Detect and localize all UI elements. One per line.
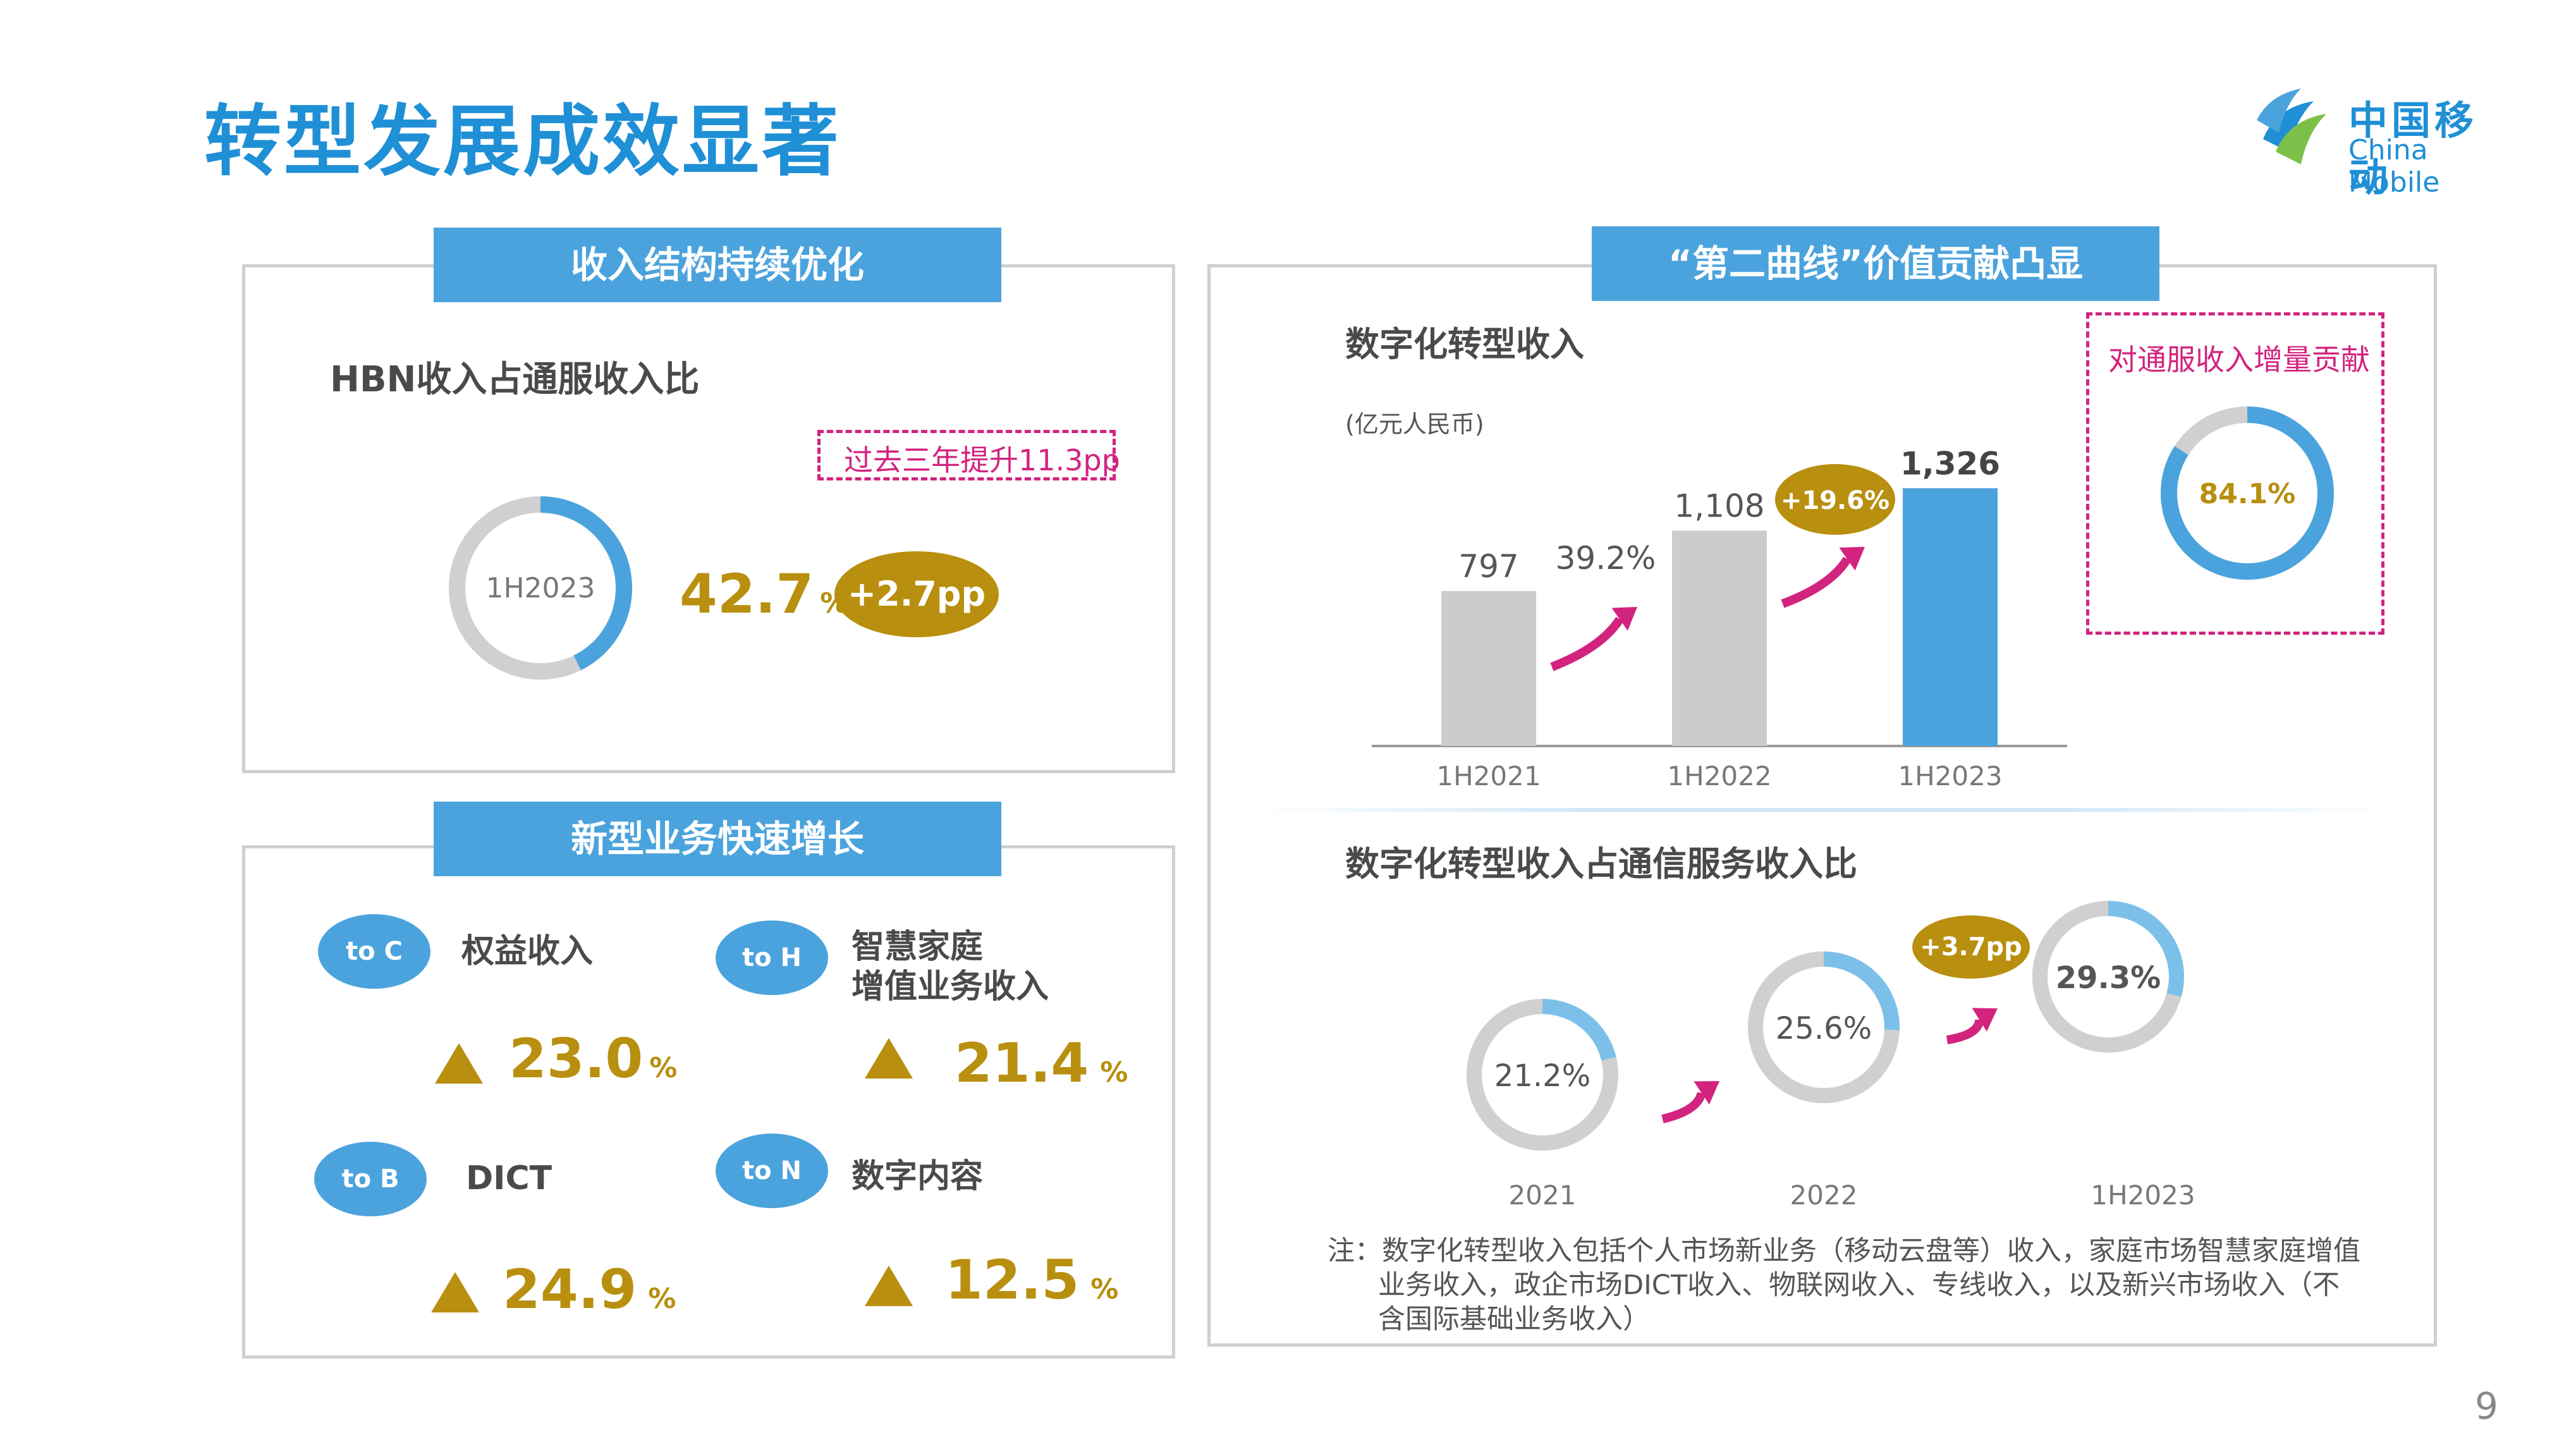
bar-1H2023 [1903, 488, 1998, 746]
structure-panel [242, 264, 1175, 773]
ratio-change-pill: +3.7pp [1912, 915, 2030, 979]
hbn-subtitle: HBN收入占通服收入比 [330, 359, 700, 400]
bar-value-label: 797 [1458, 548, 1518, 585]
section-divider [1255, 808, 2393, 812]
ratio-arrow-2 [1946, 1008, 1998, 1044]
item-to-b-number: 24.9 [503, 1258, 637, 1321]
ratio-category-label: 2021 [1509, 1180, 1577, 1211]
up-triangle-icon [865, 1038, 913, 1079]
page-title: 转型发展成效显著 [204, 97, 841, 186]
hbn-value: 42.7% [680, 563, 848, 626]
ratio-value-label: 21.2% [1494, 1058, 1590, 1094]
contribution-donut: 84.1% [2161, 407, 2334, 580]
up-triangle-icon [865, 1266, 913, 1306]
growth-label-1: 39.2% [1556, 540, 1656, 577]
contribution-box [2086, 312, 2384, 635]
contribution-donut-arc [2161, 407, 2334, 580]
hbn-note-box [817, 430, 1116, 480]
contribution-title: 对通服收入增量贡献 [2108, 343, 2370, 377]
item-to-c-label: 权益收入 [461, 932, 594, 970]
ratio-category-label: 1H2023 [2091, 1180, 2195, 1211]
item-to-n-number: 12.5 [945, 1249, 1080, 1312]
item-to-h-value: 21.4% [955, 1032, 1128, 1095]
bar-chart: 797 1H2021 1,108 1H2022 1,326 1H2023 39.2% +19.… [1372, 445, 2067, 792]
hbn-value-number: 42.7 [680, 563, 814, 626]
ratio-value-label: 29.3% [2056, 960, 2161, 996]
contribution-donut-label: 84.1% [2199, 478, 2296, 510]
item-to-h-label-line1: 智慧家庭 [852, 928, 984, 966]
page-number: 9 [2475, 1385, 2498, 1428]
ratio-value-label: 25.6% [1776, 1011, 1872, 1046]
ratio-arrow-1 [1661, 1081, 1719, 1123]
tag-to-b: to B [314, 1142, 427, 1216]
bar-value-label: 1,326 [1900, 445, 2000, 482]
hbn-change-pill: +2.7pp [834, 551, 999, 637]
item-to-b-unit: % [648, 1283, 676, 1315]
bar-chart-unit: (亿元人民币) [1345, 410, 1484, 438]
item-to-b-value: 24.9% [503, 1258, 676, 1321]
item-to-b-label: DICT [466, 1159, 552, 1197]
bar-category-label: 1H2023 [1898, 761, 2002, 792]
logo-icon [2257, 89, 2326, 164]
item-to-n-value: 12.5% [945, 1249, 1118, 1312]
growth-arrow-2 [1781, 547, 1865, 608]
tag-to-c: to C [318, 914, 430, 989]
bar-category-label: 1H2021 [1436, 761, 1541, 792]
ratio-chart-title: 数字化转型收入占通信服务收入比 [1345, 844, 1857, 884]
hbn-note: 过去三年提升11.3pp [844, 443, 1120, 477]
item-to-c-number: 23.0 [509, 1027, 644, 1091]
hbn-donut-arc [449, 496, 632, 680]
growth-arrow-1 [1550, 607, 1637, 671]
ratio-category-label: 2022 [1790, 1180, 1858, 1211]
hbn-donut: 1H2023 [449, 496, 632, 680]
up-triangle-icon [431, 1272, 479, 1312]
second-curve-tab: “第二曲线”价值贡献凸显 [1592, 226, 2159, 301]
structure-tab: 收入结构持续优化 [434, 228, 1001, 302]
bar-1H2021 [1441, 590, 1536, 746]
tag-to-h: to H [716, 920, 828, 995]
bar-category-label: 1H2022 [1667, 761, 1771, 792]
footnote: 注：数字化转型收入包括个人市场新业务（移动云盘等）收入，家庭市场智慧家庭增值业务… [1328, 1235, 2360, 1335]
logo-text-cn: 中国移动 [2348, 97, 2478, 200]
growth-label-2: +19.6% [1781, 486, 1889, 515]
growth-pill-2: +19.6% [1775, 464, 1895, 535]
up-triangle-icon [435, 1043, 483, 1084]
bar-1H2022 [1672, 530, 1767, 746]
ratio-donut-arc-1H2023 [2032, 901, 2184, 1053]
new-business-tab: 新型业务快速增长 [434, 802, 1001, 876]
item-to-h-unit: % [1100, 1056, 1128, 1089]
item-to-h-label-line2: 增值业务收入 [852, 968, 1049, 1006]
ratio-chart: 21.2% 2021 25.6% 2022 29.3% 1H2023 [1467, 901, 2195, 1211]
item-to-c-unit: % [649, 1052, 678, 1084]
item-to-c-value: 23.0% [509, 1027, 677, 1091]
ratio-donut-arc-2021 [1467, 999, 1618, 1151]
tag-to-n: to N [716, 1134, 828, 1208]
ratio-donut-arc-2022 [1748, 951, 1900, 1103]
hbn-donut-label: 1H2023 [485, 572, 595, 604]
item-to-n-label: 数字内容 [852, 1158, 984, 1195]
item-to-h-number: 21.4 [955, 1032, 1089, 1095]
bar-chart-title: 数字化转型收入 [1345, 324, 1584, 364]
company-logo: 中国移动 China Mobile [2250, 82, 2516, 200]
item-to-n-unit: % [1090, 1273, 1119, 1305]
logo-text-en: China Mobile [2348, 134, 2440, 199]
bar-value-label: 1,108 [1674, 487, 1764, 524]
